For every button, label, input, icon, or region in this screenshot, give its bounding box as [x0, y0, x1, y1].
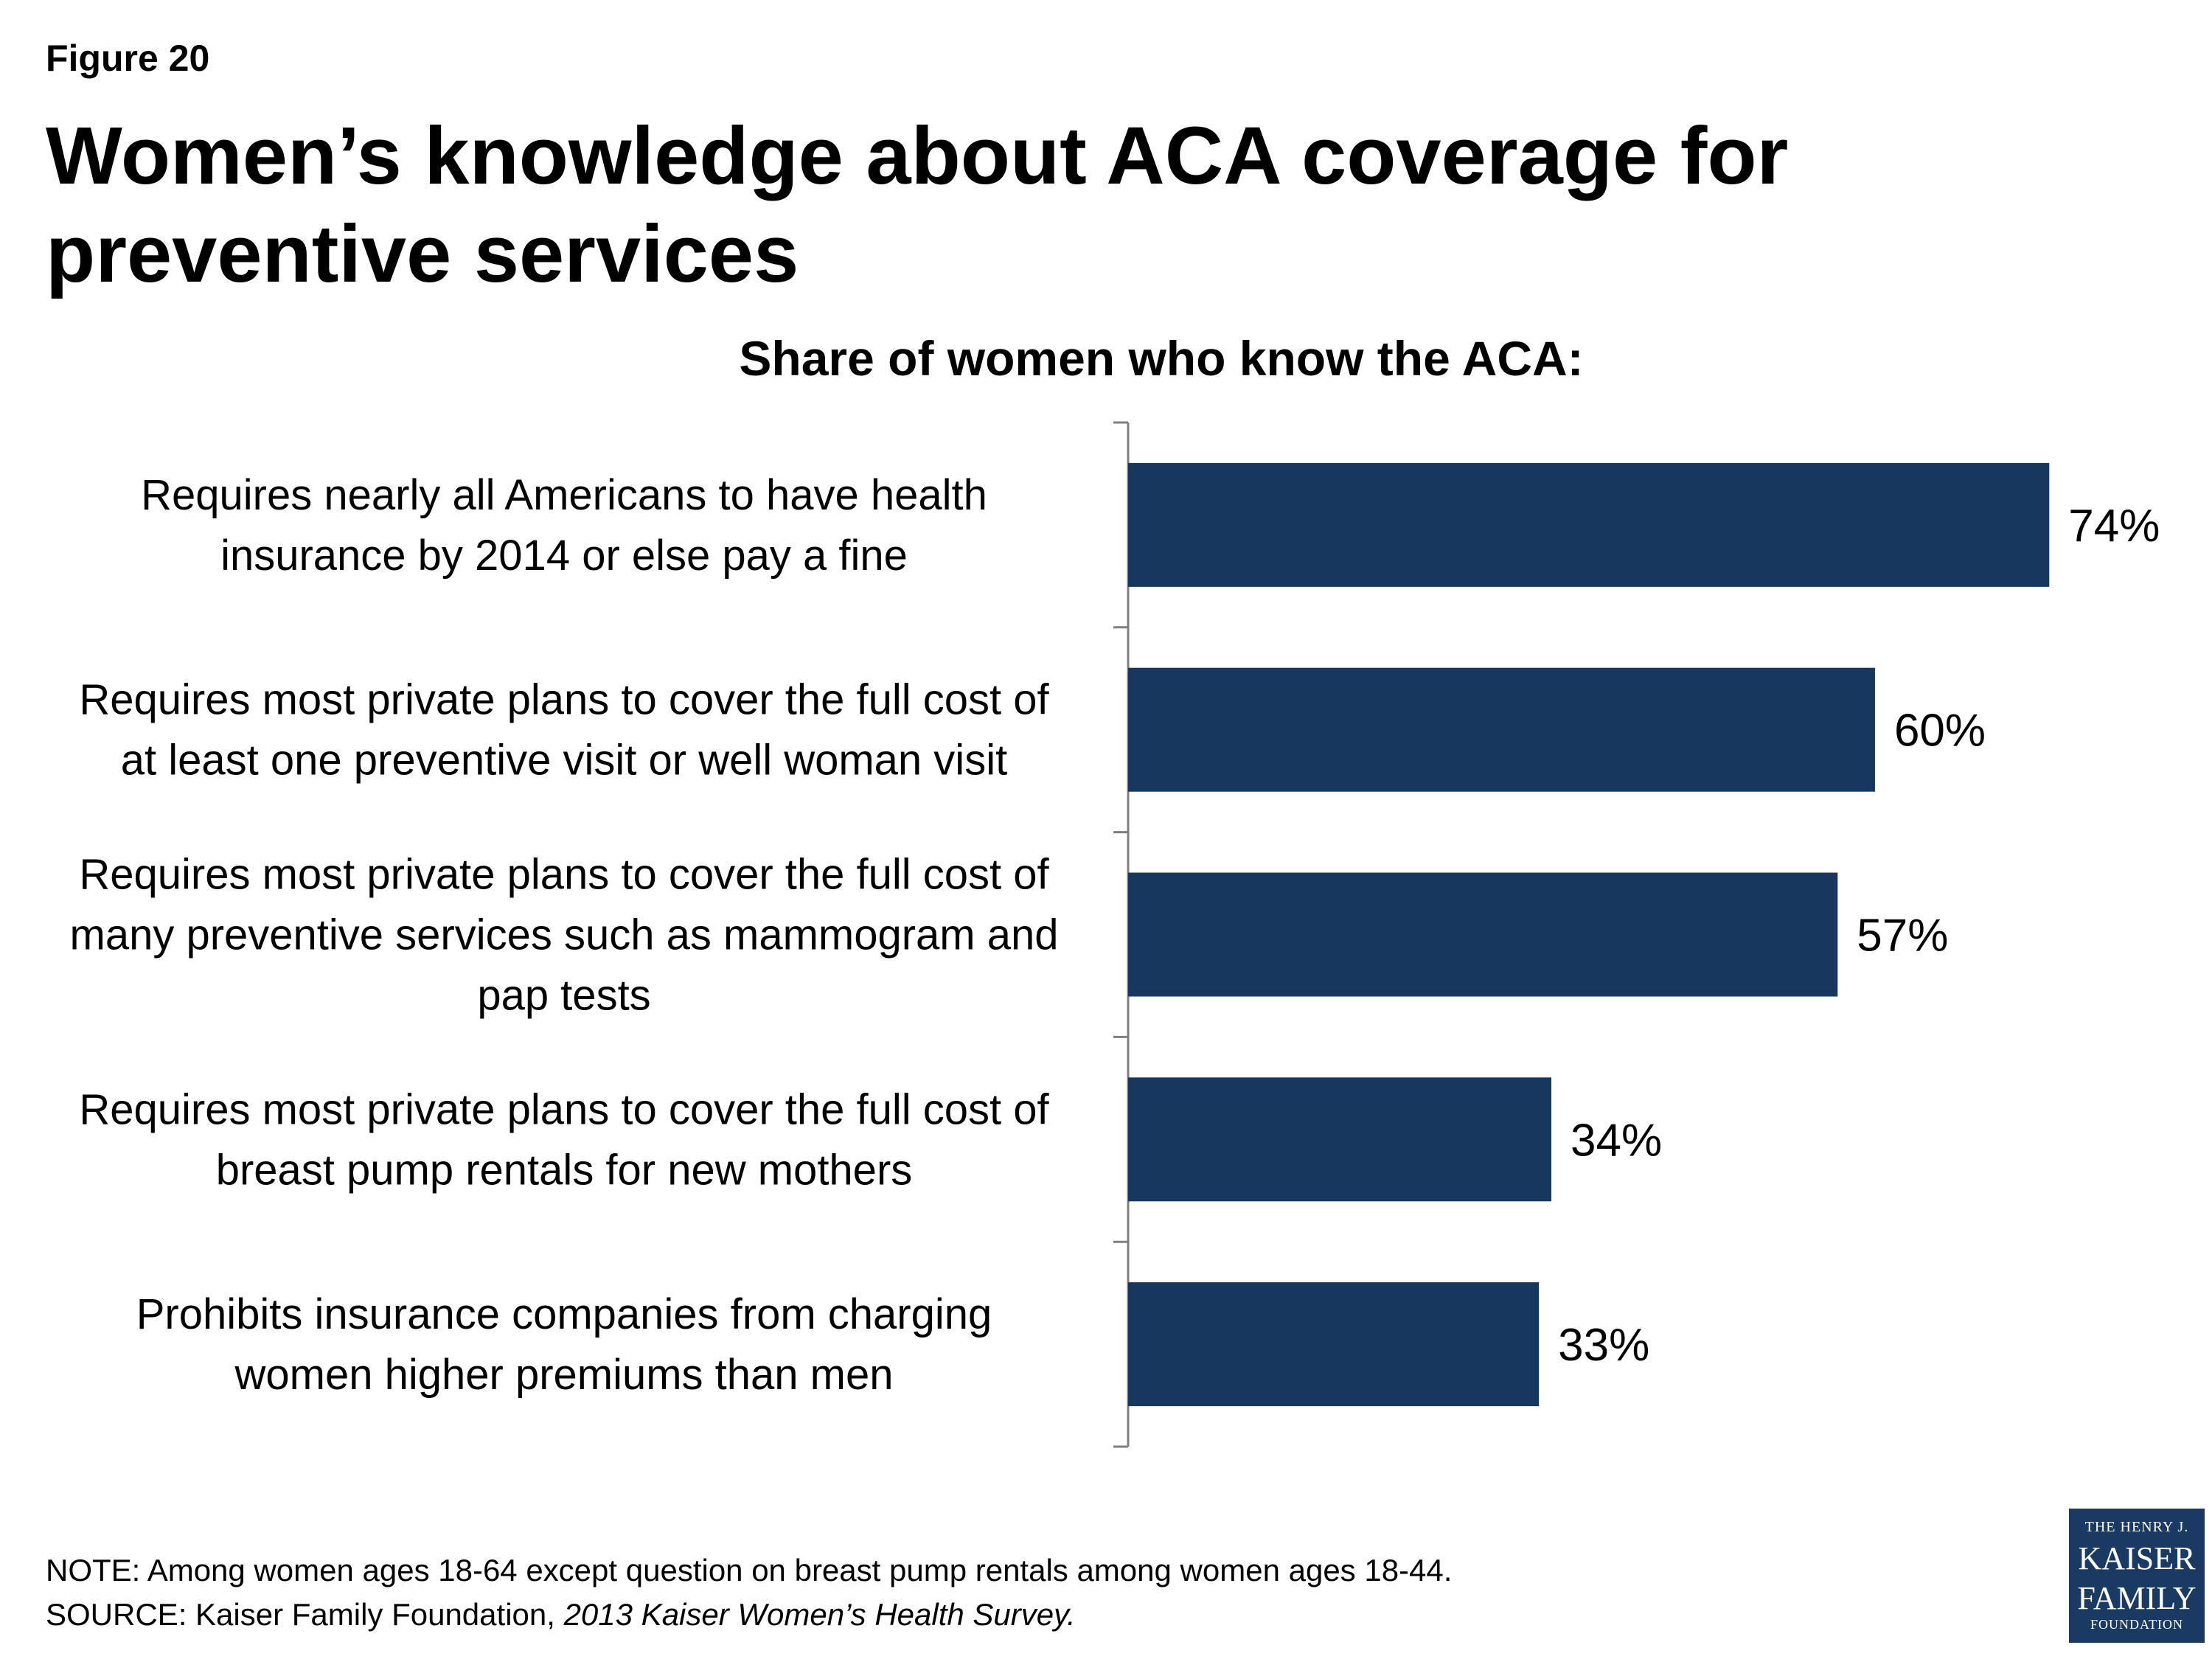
- bar: [1128, 1282, 1540, 1407]
- category-label: Requires nearly all Americans to have he…: [141, 471, 987, 580]
- category-label-line: Requires most private plans to cover the…: [79, 1085, 1049, 1133]
- data-label: 57%: [1857, 911, 1948, 961]
- category-label-line: pap tests: [477, 972, 650, 1020]
- logo-line-2: KAISER: [2078, 1540, 2196, 1576]
- category-label-line: insurance by 2014 or else pay a fine: [220, 532, 908, 580]
- data-label: 74%: [2068, 501, 2160, 552]
- category-label-line: Requires nearly all Americans to have he…: [141, 471, 987, 519]
- page-title: Women’s knowledge about ACA coverage for…: [46, 111, 1789, 300]
- figure-label: Figure 20: [46, 38, 210, 79]
- logo-line-3: FAMILY: [2077, 1580, 2197, 1616]
- category-label-line: Requires most private plans to cover the…: [79, 676, 1049, 724]
- category-label: Requires most private plans to cover the…: [79, 1085, 1049, 1194]
- category-label-line: women higher premiums than men: [234, 1351, 894, 1399]
- category-label: Requires most private plans to cover the…: [70, 851, 1059, 1020]
- category-label-line: breast pump rentals for new mothers: [216, 1146, 913, 1194]
- bar: [1128, 1077, 1551, 1202]
- source-prefix: SOURCE: Kaiser Family Foundation,: [46, 1596, 564, 1632]
- kff-logo: THE HENRY J. KAISER FAMILY FOUNDATION: [2069, 1509, 2205, 1643]
- data-label: 34%: [1571, 1115, 1662, 1166]
- source-text: SOURCE: Kaiser Family Foundation, 2013 K…: [46, 1593, 1452, 1637]
- notes: NOTE: Among women ages 18-64 except ques…: [46, 1548, 1452, 1636]
- bar: [1128, 667, 1875, 792]
- bar: [1128, 462, 2050, 587]
- category-label-line: Requires most private plans to cover the…: [79, 851, 1049, 899]
- category-label: Prohibits insurance companies from charg…: [136, 1290, 992, 1399]
- logo-line-4: FOUNDATION: [2090, 1617, 2183, 1632]
- category-label-line: many preventive services such as mammogr…: [70, 911, 1059, 959]
- source-title: 2013 Kaiser Women’s Health Survey.: [563, 1596, 1076, 1632]
- data-label: 33%: [1558, 1320, 1649, 1371]
- category-label-line: Prohibits insurance companies from charg…: [136, 1290, 992, 1338]
- category-label-line: at least one preventive visit or well wo…: [121, 737, 1007, 785]
- bar: [1128, 872, 1838, 997]
- note-text: NOTE: Among women ages 18-64 except ques…: [46, 1553, 1453, 1587]
- data-label: 60%: [1894, 706, 1986, 757]
- chart-subtitle: Share of women who know the ACA:: [739, 331, 1584, 386]
- category-label: Requires most private plans to cover the…: [79, 676, 1049, 785]
- bar-chart: 74% Requires nearly all Americans to have…: [70, 421, 2160, 1448]
- logo-line-1: THE HENRY J.: [2084, 1519, 2189, 1535]
